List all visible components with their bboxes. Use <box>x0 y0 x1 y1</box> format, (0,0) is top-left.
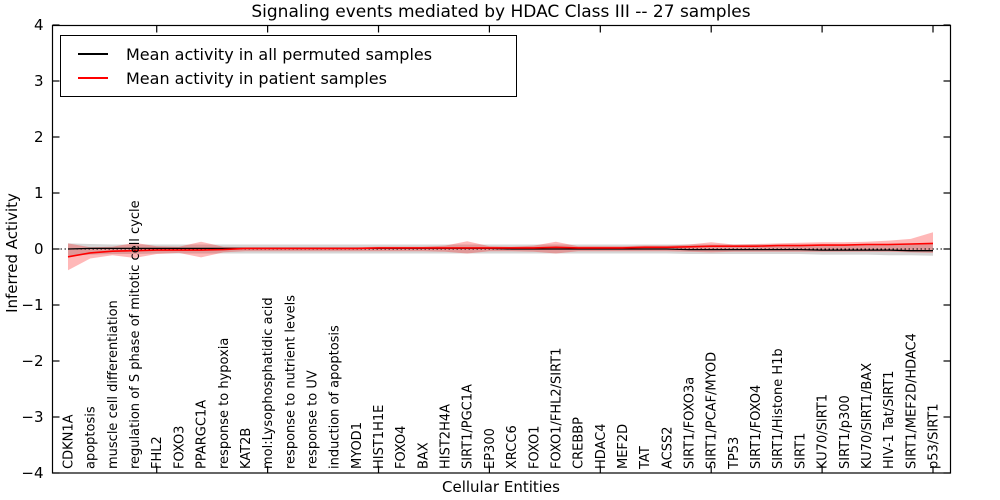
x-tick-label: MEF2D <box>616 424 631 469</box>
y-tick-label: 4 <box>34 16 44 34</box>
legend: Mean activity in all permuted samples Me… <box>60 35 517 97</box>
x-tick-label: HIV-1 Tat/SIRT1 <box>882 371 897 469</box>
x-tick-label: muscle cell differentiation <box>106 300 121 469</box>
legend-label-patient: Mean activity in patient samples <box>126 68 387 88</box>
x-tick-label: SIRT1/PCAF/MYOD <box>705 352 720 469</box>
x-tick-label: apoptosis <box>84 406 99 469</box>
x-tick-label: MYOD1 <box>350 422 365 469</box>
x-tick-label: BAX <box>416 442 431 469</box>
x-tick-label: response to nutrient levels <box>283 295 298 469</box>
y-tick-label: −1 <box>21 296 43 314</box>
x-tick-label: CDKN1A <box>62 414 77 469</box>
x-tick-label: SIRT1/Histone H1b <box>771 348 786 469</box>
patient-confidence-band <box>68 232 933 271</box>
x-tick-label: FOXO1 <box>527 426 542 469</box>
y-tick-label: −2 <box>21 352 43 370</box>
x-axis-label: Cellular Entities <box>442 478 560 496</box>
x-tick-label: FOXO4 <box>394 426 409 469</box>
x-tick-label: SIRT1/FOXO3a <box>683 377 698 469</box>
patient-line-sample-icon <box>78 77 108 79</box>
x-tick-label: KU70/SIRT1 <box>816 394 831 469</box>
x-tick-label: response to UV <box>306 370 321 469</box>
legend-item-permuted: Mean activity in all permuted samples <box>78 45 516 64</box>
x-tick-label: KU70/SIRT1/BAX <box>860 363 875 469</box>
y-axis-label: Inferred Activity <box>3 193 21 313</box>
x-tick-label: regulation of S phase of mitotic cell cy… <box>128 200 143 469</box>
x-tick-label: SIRT1/PGC1A <box>461 384 476 469</box>
x-tick-label: FOXO1/FHL2/SIRT1 <box>549 348 564 469</box>
legend-label-permuted: Mean activity in all permuted samples <box>126 44 433 64</box>
x-tick-label: mol:Lysophosphatidic acid <box>261 297 276 469</box>
x-tick-label: CREBBP <box>572 417 587 469</box>
x-tick-label: ACSS2 <box>660 426 675 469</box>
x-tick-label: SIRT1 <box>793 433 808 469</box>
x-tick-label: induction of apoptosis <box>328 325 343 469</box>
x-tick-label: p53/SIRT1 <box>927 403 942 469</box>
x-tick-label: EP300 <box>483 428 498 469</box>
y-tick-label: 1 <box>34 184 44 202</box>
x-tick-label: XRCC6 <box>505 425 520 469</box>
x-tick-label: SIRT1/MEF2D/HDAC4 <box>904 333 919 469</box>
y-tick-label: 2 <box>34 128 44 146</box>
x-tick-label: HDAC4 <box>594 423 609 469</box>
x-tick-label: TAT <box>638 446 653 470</box>
x-tick-label: FHL2 <box>150 436 165 469</box>
x-tick-label: KAT2B <box>239 428 254 469</box>
x-tick-label: response to hypoxia <box>217 338 232 469</box>
patient-mean-line <box>67 242 934 258</box>
x-tick-label: TP53 <box>727 437 742 470</box>
y-tick-label: −3 <box>21 408 43 426</box>
legend-item-patient: Mean activity in patient samples <box>78 69 516 88</box>
x-tick-label: HIST1H1E <box>372 405 387 469</box>
y-tick-label: 3 <box>34 72 44 90</box>
x-tick-label: HIST2H4A <box>439 404 454 469</box>
y-tick-label: −4 <box>21 464 43 482</box>
chart-title: Signaling events mediated by HDAC Class … <box>251 2 751 22</box>
permuted-line-sample-icon <box>78 53 108 55</box>
y-tick-label: 0 <box>34 240 44 258</box>
x-tick-label: FOXO3 <box>172 426 187 469</box>
x-tick-label: SIRT1/p300 <box>838 395 853 469</box>
x-tick-label: PPARGC1A <box>195 400 210 469</box>
x-tick-label: SIRT1/FOXO4 <box>749 385 764 469</box>
